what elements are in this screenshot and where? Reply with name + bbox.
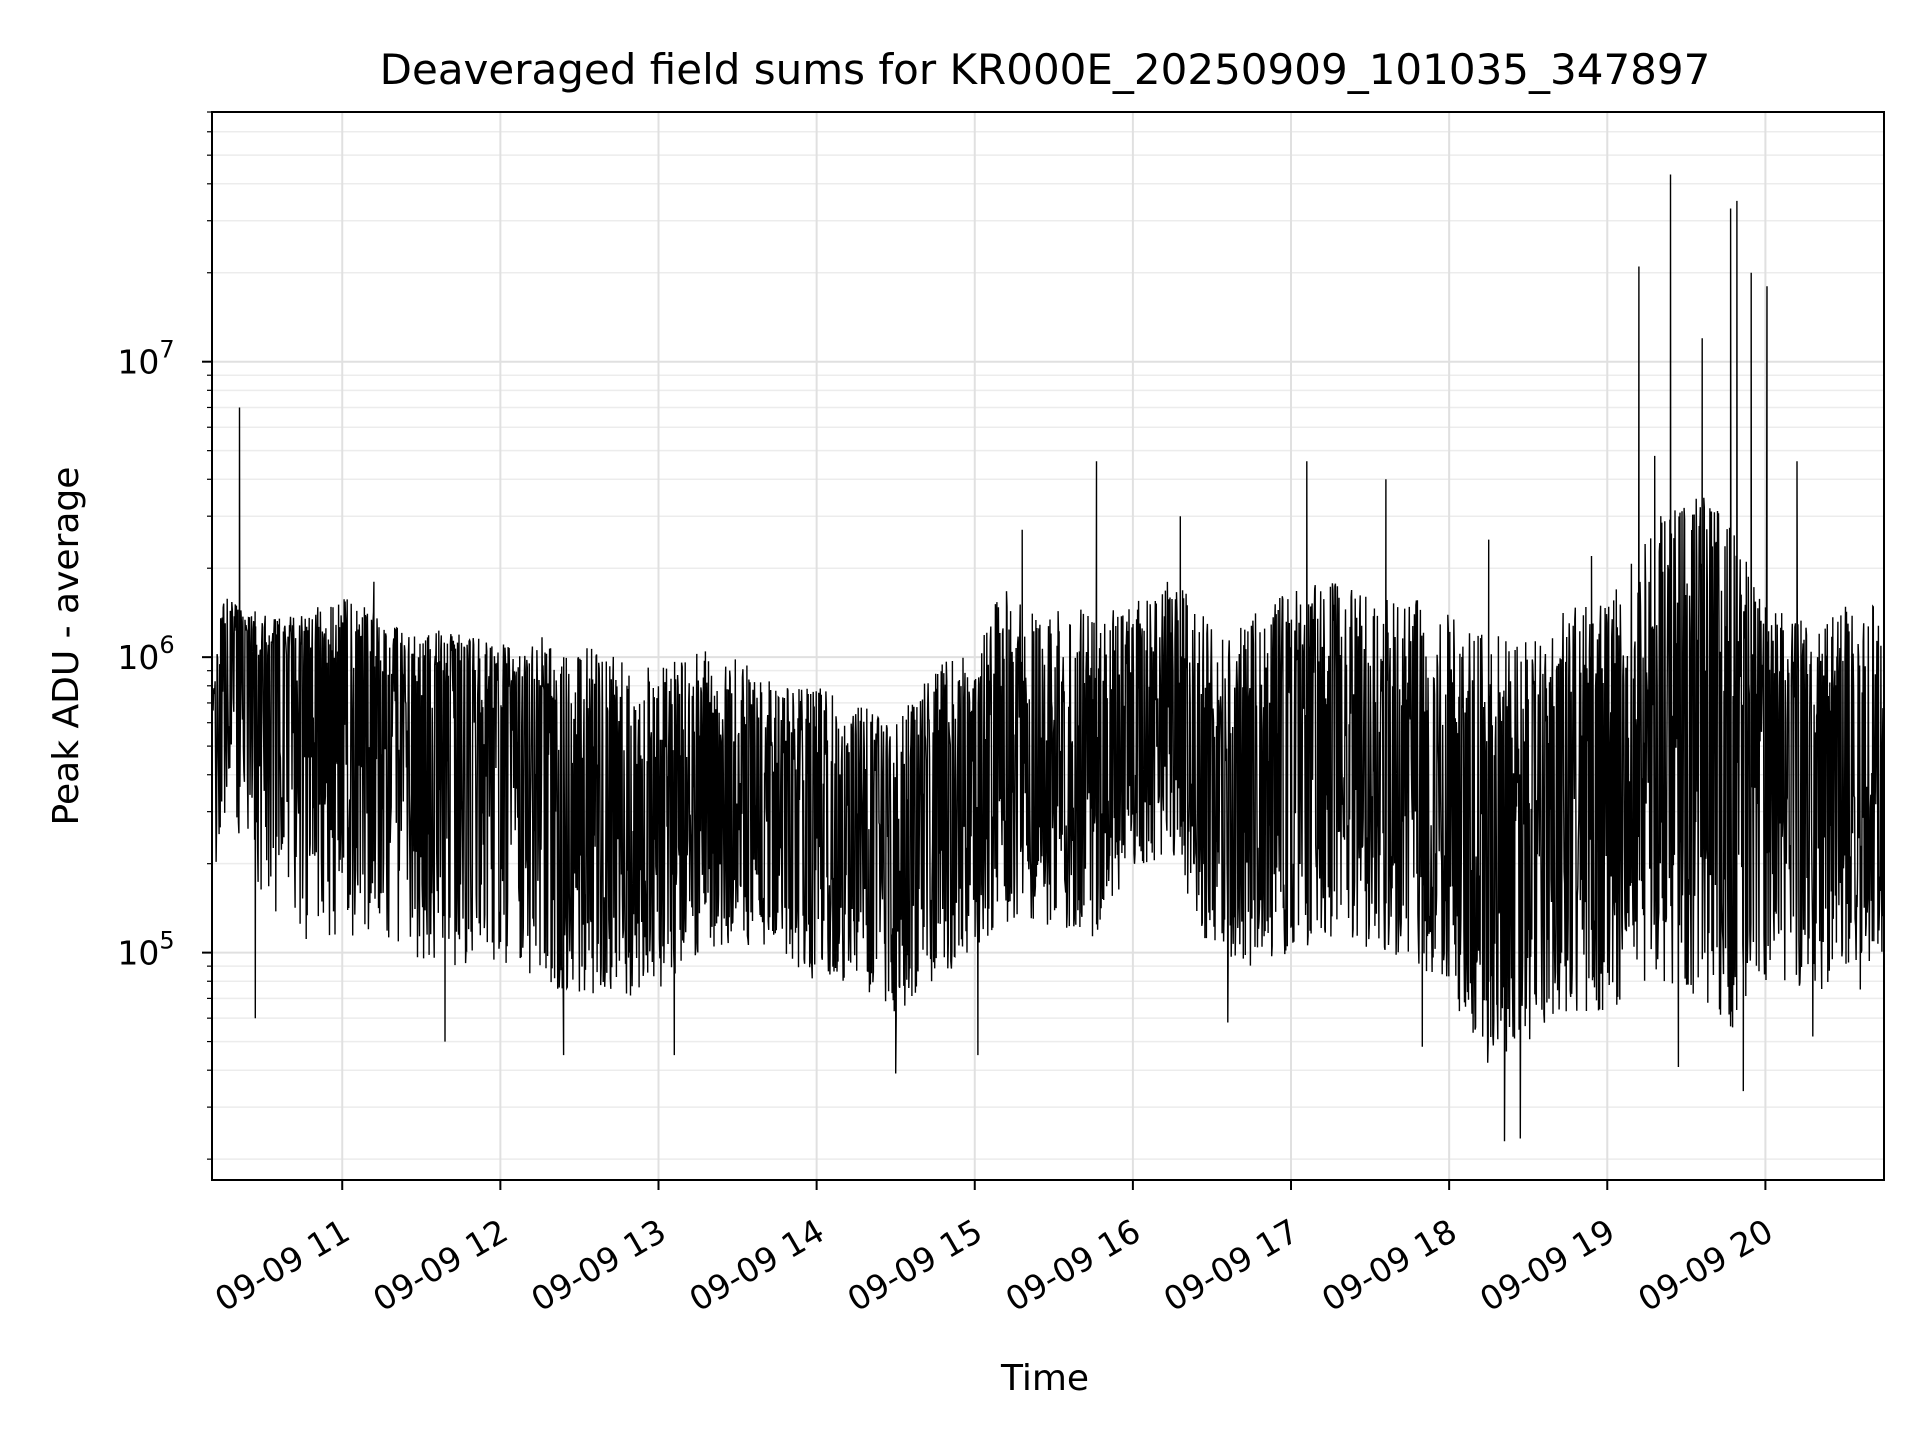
y-tick-label-base: 10 — [117, 638, 159, 677]
series-peak-adu — [211, 174, 1885, 1142]
y-tick-label-exponent: 5 — [159, 927, 174, 955]
y-tick-label: 105 — [117, 927, 174, 973]
y-tick-label-base: 10 — [117, 343, 159, 382]
plot-area-frame — [211, 111, 1885, 1181]
y-tick-label: 107 — [117, 336, 174, 382]
chart-title: Deaveraged field sums for KR000E_2025090… — [380, 45, 1711, 94]
y-tick-label: 106 — [117, 631, 174, 677]
y-tick-label-exponent: 6 — [159, 631, 174, 659]
y-axis-label: Peak ADU - average — [46, 467, 87, 826]
y-tick-label-base: 10 — [117, 934, 159, 973]
x-axis-label: Time — [1000, 1358, 1089, 1399]
y-tick-label-exponent: 7 — [159, 336, 174, 364]
series-line — [211, 174, 1885, 1142]
